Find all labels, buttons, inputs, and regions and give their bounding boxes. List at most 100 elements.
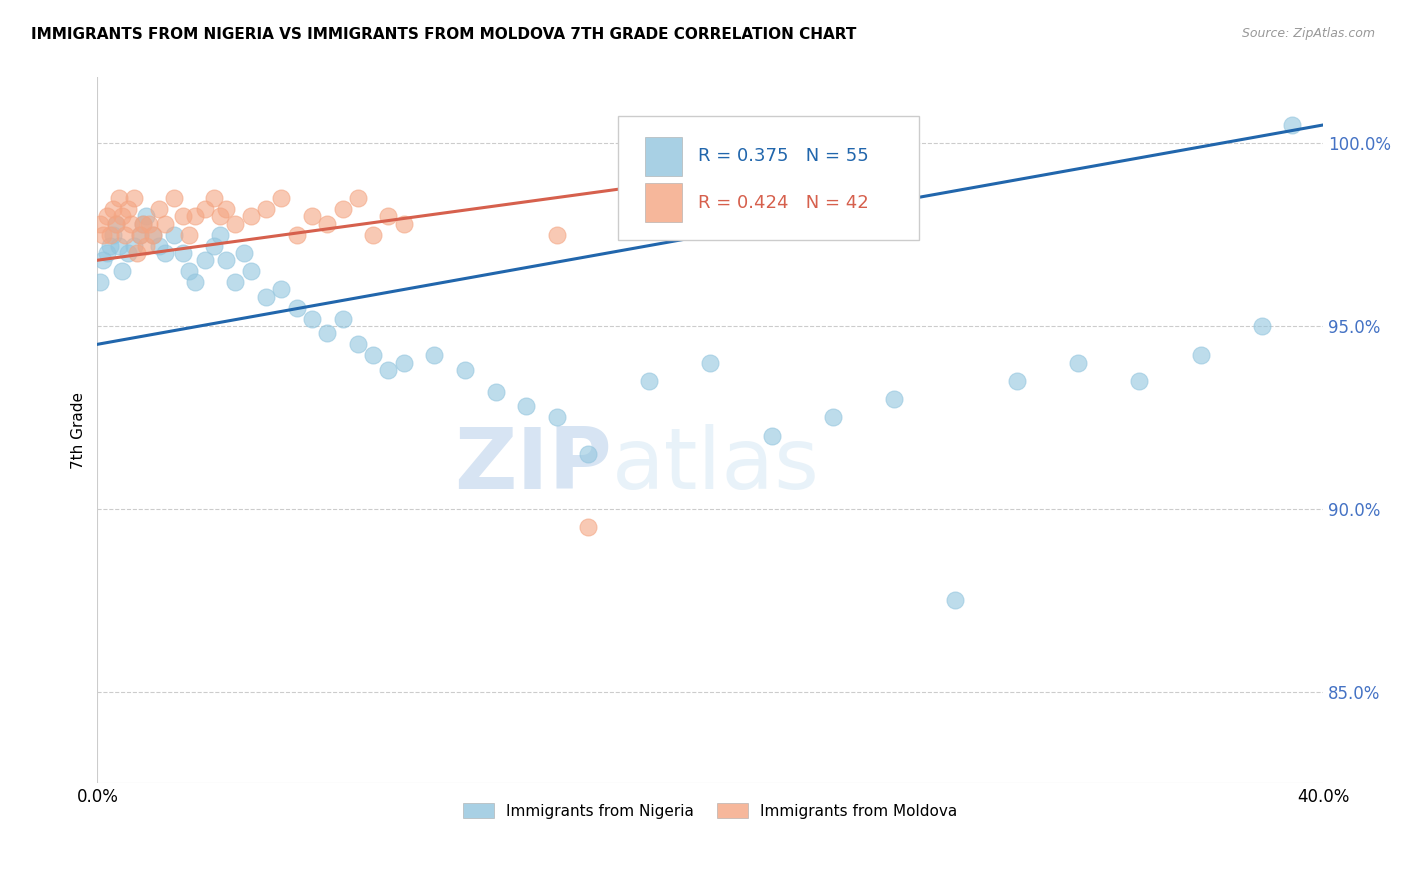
Point: [347, 191, 370, 205]
Point: [98, 227, 121, 242]
Point: [107, 191, 129, 205]
Point: [423, 348, 446, 362]
Point: [761, 428, 783, 442]
Point: [132, 217, 155, 231]
Point: [194, 202, 217, 216]
Point: [129, 227, 152, 242]
Point: [1128, 374, 1150, 388]
Legend: Immigrants from Nigeria, Immigrants from Moldova: Immigrants from Nigeria, Immigrants from…: [457, 797, 963, 825]
Point: [392, 356, 415, 370]
Point: [945, 593, 967, 607]
Point: [224, 275, 246, 289]
Point: [141, 227, 163, 242]
Point: [117, 202, 139, 216]
Point: [163, 191, 186, 205]
Point: [285, 301, 308, 315]
Y-axis label: 7th Grade: 7th Grade: [72, 392, 86, 468]
Point: [122, 191, 145, 205]
Point: [111, 264, 134, 278]
Point: [184, 210, 207, 224]
Point: [114, 227, 136, 242]
Point: [172, 246, 194, 260]
Bar: [645, 183, 682, 222]
Point: [208, 227, 231, 242]
Point: [135, 238, 157, 252]
Point: [392, 217, 415, 231]
Point: [239, 264, 262, 278]
Point: [377, 363, 399, 377]
Point: [215, 253, 238, 268]
Point: [194, 253, 217, 268]
Bar: [645, 137, 682, 177]
Point: [546, 410, 568, 425]
Point: [1281, 118, 1303, 132]
Point: [132, 217, 155, 231]
Point: [148, 202, 170, 216]
Point: [699, 356, 721, 370]
FancyBboxPatch shape: [619, 116, 918, 240]
Point: [163, 227, 186, 242]
Point: [361, 227, 384, 242]
Point: [148, 238, 170, 252]
Point: [239, 210, 262, 224]
Point: [96, 246, 118, 260]
Point: [270, 191, 292, 205]
Point: [117, 246, 139, 260]
Point: [208, 210, 231, 224]
Point: [202, 191, 225, 205]
Point: [184, 275, 207, 289]
Point: [215, 202, 238, 216]
Text: R = 0.424   N = 42: R = 0.424 N = 42: [697, 194, 869, 212]
Point: [122, 238, 145, 252]
Point: [89, 275, 111, 289]
Point: [285, 227, 308, 242]
Point: [233, 246, 256, 260]
Point: [101, 227, 124, 242]
Text: atlas: atlas: [612, 424, 820, 507]
Point: [179, 227, 201, 242]
Point: [179, 264, 201, 278]
Point: [316, 217, 339, 231]
Point: [153, 246, 176, 260]
Point: [546, 227, 568, 242]
Point: [129, 227, 152, 242]
Point: [254, 290, 277, 304]
Point: [821, 410, 844, 425]
Point: [270, 283, 292, 297]
Point: [172, 210, 194, 224]
Point: [89, 217, 111, 231]
Point: [101, 202, 124, 216]
Text: IMMIGRANTS FROM NIGERIA VS IMMIGRANTS FROM MOLDOVA 7TH GRADE CORRELATION CHART: IMMIGRANTS FROM NIGERIA VS IMMIGRANTS FR…: [31, 27, 856, 42]
Point: [1250, 319, 1272, 334]
Point: [576, 447, 599, 461]
Point: [332, 311, 354, 326]
Point: [576, 520, 599, 534]
Point: [141, 227, 163, 242]
Point: [332, 202, 354, 216]
Point: [135, 210, 157, 224]
Point: [515, 400, 537, 414]
Point: [485, 384, 508, 399]
Point: [454, 363, 477, 377]
Point: [96, 210, 118, 224]
Point: [127, 246, 149, 260]
Point: [202, 238, 225, 252]
Point: [107, 238, 129, 252]
Point: [138, 217, 160, 231]
Text: Source: ZipAtlas.com: Source: ZipAtlas.com: [1241, 27, 1375, 40]
Text: R = 0.375   N = 55: R = 0.375 N = 55: [697, 147, 869, 166]
Point: [93, 227, 115, 242]
Point: [347, 337, 370, 351]
Point: [1005, 374, 1028, 388]
Text: ZIP: ZIP: [454, 424, 612, 507]
Point: [638, 374, 661, 388]
Point: [98, 238, 121, 252]
Point: [104, 217, 127, 231]
Point: [93, 253, 115, 268]
Point: [361, 348, 384, 362]
Point: [301, 210, 323, 224]
Point: [111, 210, 134, 224]
Point: [104, 217, 127, 231]
Point: [254, 202, 277, 216]
Point: [1067, 356, 1090, 370]
